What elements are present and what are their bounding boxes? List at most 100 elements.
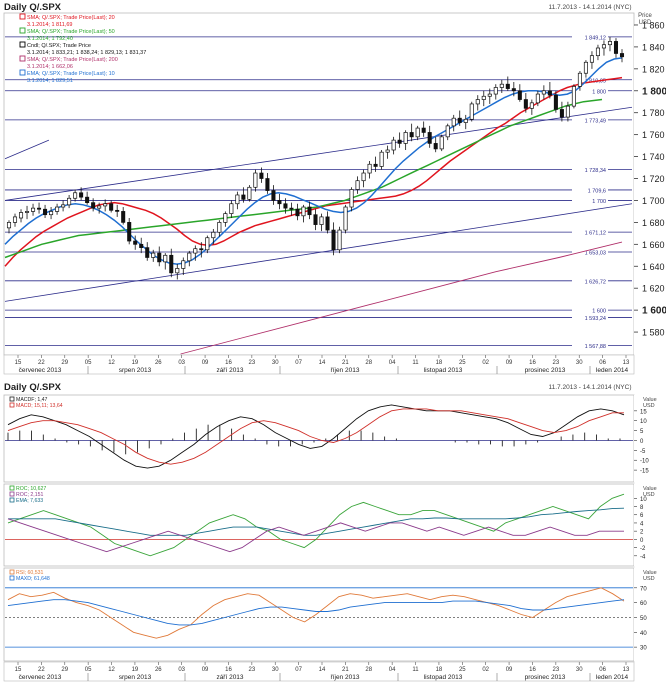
candle-up <box>175 268 180 274</box>
day-tick-label: 07 <box>295 667 302 673</box>
candle-up <box>223 213 228 223</box>
month-label: prosinec 2013 <box>525 674 566 681</box>
candle-up <box>229 203 234 214</box>
candle-down <box>127 222 132 242</box>
candle-up <box>97 205 102 209</box>
candlesticks <box>6 37 625 280</box>
panel-legend-label: ROC; 2,151 <box>16 492 44 498</box>
panel-frame <box>3 483 635 567</box>
top-chart-frame <box>3 12 635 356</box>
panel-legend-swatch <box>9 569 15 575</box>
day-tick-label: 26 <box>155 667 162 673</box>
day-tick-label: 25 <box>459 667 466 673</box>
panel-series-ema <box>8 507 625 536</box>
candle-up <box>595 47 600 57</box>
level-label-bg <box>572 31 608 41</box>
candle-up <box>12 216 18 223</box>
candle-down <box>307 206 312 216</box>
panel-series-roc <box>7 493 625 557</box>
month-label: červenec 2013 <box>19 367 62 374</box>
day-tick-label: 22 <box>38 360 45 366</box>
day-tick-label: 19 <box>132 667 139 673</box>
candle-down <box>373 163 378 167</box>
series-sma-50 <box>4 98 603 259</box>
trendline-short <box>4 139 50 160</box>
candle-up <box>415 127 420 138</box>
date-axis-frame <box>3 661 635 682</box>
candle-down <box>325 216 330 231</box>
candle-up <box>499 83 504 88</box>
day-tick-label: 07 <box>295 360 302 366</box>
day-tick-label: 02 <box>482 360 489 366</box>
day-tick-label: 21 <box>342 360 349 366</box>
candle-up <box>571 86 576 107</box>
candle-down <box>85 196 90 203</box>
candle-up <box>103 203 108 207</box>
panel-axis-ccy: USD <box>643 403 655 409</box>
candle-down <box>37 207 42 210</box>
candle-up <box>67 197 72 206</box>
panel-tick-label: 0 <box>640 439 644 445</box>
day-tick-label: 29 <box>61 667 68 673</box>
legend-swatch <box>19 41 26 48</box>
candle-up <box>385 149 390 153</box>
candle-down <box>133 240 138 245</box>
level-label-bg <box>572 246 608 256</box>
panel-tick-label: -4 <box>640 554 646 560</box>
panel-tick-label: 70 <box>640 586 647 592</box>
day-tick-label: 30 <box>576 667 583 673</box>
day-tick-label: 25 <box>459 360 466 366</box>
panel-legend-label: MACDF; 1,47 <box>16 397 48 403</box>
level-label: 1 671,12 <box>585 231 606 237</box>
panel-tick-label: 0 <box>640 538 644 544</box>
day-tick-label: 09 <box>202 360 209 366</box>
trendlines <box>4 106 633 302</box>
candle-down <box>79 192 84 198</box>
legend-value: 3.1.2014; 1 792,40 <box>27 36 73 42</box>
panel-axis-ccy: USD <box>643 576 655 582</box>
day-tick-label: 15 <box>15 667 22 673</box>
day-tick-label: 09 <box>506 360 513 366</box>
candle-up <box>61 204 66 208</box>
panel-legend-label: RSI; 60,531 <box>16 570 44 576</box>
candle-down <box>91 202 96 209</box>
panel-legend-swatch <box>9 497 15 503</box>
day-tick-label: 16 <box>529 667 536 673</box>
candle-down <box>553 94 558 110</box>
day-tick-label: 09 <box>202 667 209 673</box>
candle-down <box>619 53 625 58</box>
candle-up <box>151 252 156 258</box>
panel-tick-label: 15 <box>640 409 647 415</box>
day-tick-label: 12 <box>108 360 115 366</box>
day-tick-label: 16 <box>225 360 232 366</box>
price-tick-label: 1 760 <box>642 130 665 140</box>
candle-down <box>265 178 270 191</box>
level-label: 1 626,72 <box>585 279 606 285</box>
legend-swatch <box>19 13 26 20</box>
level-label-bg <box>572 227 608 237</box>
day-tick-label: 02 <box>482 667 489 673</box>
day-tick-label: 28 <box>365 667 372 673</box>
candle-down <box>145 247 150 258</box>
legend-swatch <box>19 55 26 62</box>
month-label: leden 2014 <box>596 674 629 681</box>
month-label: říjen 2013 <box>331 674 360 681</box>
top-legend: SMA; Q/.SPX; Trade Price(Last); 203.1.20… <box>19 13 146 84</box>
candle-down <box>139 243 144 248</box>
price-tick-label: 1 840 <box>642 42 665 52</box>
candle-down <box>547 90 552 96</box>
candle-down <box>505 83 510 89</box>
day-tick-label: 22 <box>38 667 45 673</box>
level-label-bg <box>572 164 608 174</box>
legend-swatch <box>19 69 26 76</box>
price-axis-title: Price <box>638 13 652 19</box>
candle-up <box>193 248 198 254</box>
panel-axis-bg <box>634 484 664 566</box>
price-tick-label: 1 780 <box>642 108 665 118</box>
day-tick-label: 16 <box>529 360 536 366</box>
legend-label: SMA; Q/.SPX; Trade Price(Last); 50 <box>27 29 115 35</box>
panel-legend-label: ROC; 10,627 <box>16 486 46 492</box>
level-label: 1 728,34 <box>585 168 606 174</box>
level-label-bg <box>572 312 608 322</box>
